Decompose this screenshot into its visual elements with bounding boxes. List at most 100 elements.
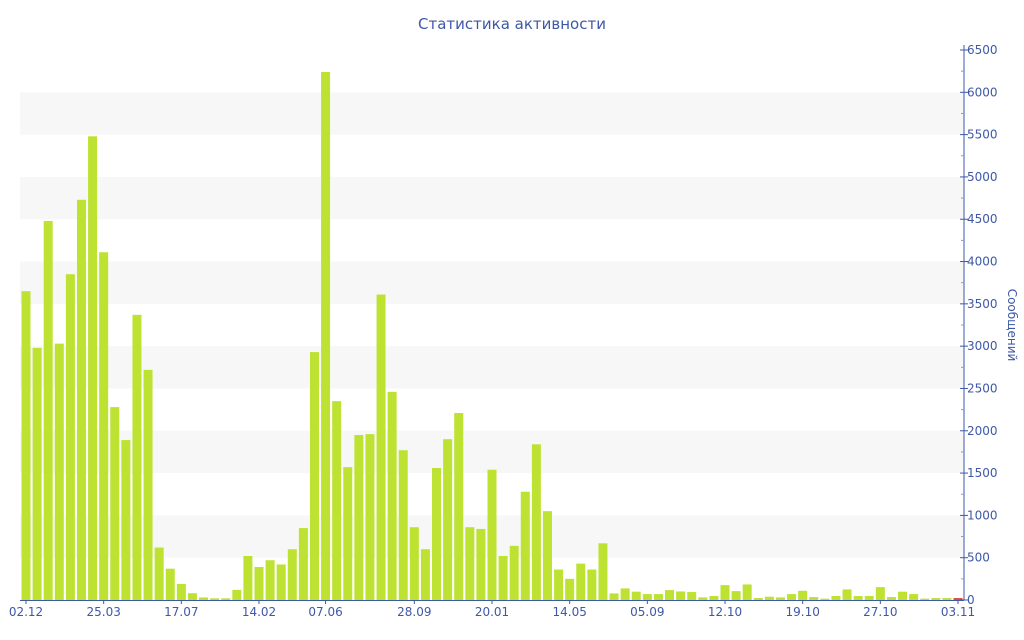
bar <box>332 401 342 600</box>
y-tick-label: 0 <box>967 593 975 607</box>
bar <box>909 594 919 600</box>
bar <box>176 583 186 600</box>
bar <box>287 549 297 600</box>
bar <box>487 469 497 600</box>
bar <box>409 527 419 600</box>
x-tick-label: 02.12 <box>9 605 43 619</box>
bar <box>398 450 408 600</box>
bar <box>376 294 386 600</box>
bar <box>343 467 353 600</box>
bar <box>875 587 885 600</box>
bar <box>88 136 98 601</box>
y-tick-label: 2500 <box>967 381 998 395</box>
x-tick-label: 03.11 <box>941 605 975 619</box>
bar <box>931 598 941 600</box>
y-tick-label: 4500 <box>967 212 998 226</box>
bar <box>165 568 175 600</box>
y-tick-label: 1000 <box>967 508 998 522</box>
bar <box>465 527 475 600</box>
x-tick-label: 25.03 <box>86 605 120 619</box>
y-tick-label: 500 <box>967 551 990 565</box>
bar <box>820 598 830 600</box>
bar <box>753 598 763 600</box>
bar <box>432 468 442 600</box>
x-tick-label: 14.02 <box>242 605 276 619</box>
bar <box>942 598 952 600</box>
grid-band <box>20 346 964 389</box>
bar <box>898 591 908 600</box>
x-tick-label: 19.10 <box>785 605 819 619</box>
chart-title: Статистика активности <box>418 15 606 33</box>
bar <box>687 592 697 600</box>
bar <box>809 597 819 600</box>
x-tick-label: 17.07 <box>164 605 198 619</box>
bar <box>775 597 785 600</box>
bar <box>742 584 752 600</box>
bar <box>187 593 197 600</box>
bar <box>309 352 319 600</box>
bar <box>32 347 42 600</box>
bar <box>531 444 541 600</box>
grid-band <box>20 176 964 220</box>
bar <box>121 440 131 600</box>
bar <box>387 391 397 600</box>
bar <box>54 343 64 600</box>
bar <box>232 589 242 600</box>
y-tick-label: 3000 <box>967 339 998 353</box>
bar <box>132 314 142 600</box>
y-tick-label: 2000 <box>967 424 998 438</box>
bar <box>76 199 86 600</box>
y-axis: 0 500 1000 1500 2000 2500 3000 3500 4000 4500 5000… <box>960 43 998 607</box>
bar <box>698 597 708 600</box>
bar <box>709 596 719 600</box>
bar <box>676 591 686 600</box>
y-tick-label: 6500 <box>967 43 998 57</box>
bar <box>143 369 153 600</box>
bar <box>631 591 641 600</box>
grid-band <box>20 430 964 474</box>
bar <box>276 564 286 600</box>
bar <box>354 435 364 600</box>
bar <box>520 491 530 600</box>
x-tick-label: 05.09 <box>630 605 664 619</box>
bar <box>842 589 852 600</box>
bar <box>576 563 586 600</box>
bar <box>154 547 164 600</box>
bar <box>598 543 608 600</box>
grid-band <box>20 261 964 304</box>
bar <box>787 594 797 600</box>
x-tick-label: 07.06 <box>308 605 342 619</box>
bar <box>321 72 331 600</box>
y-tick-label: 6000 <box>967 85 998 99</box>
bar <box>476 528 486 600</box>
bar <box>665 590 675 600</box>
bar <box>642 594 652 600</box>
bar <box>764 596 774 600</box>
bar <box>798 590 808 600</box>
bar <box>298 528 308 600</box>
bar <box>110 407 120 600</box>
y-tick-label: 5500 <box>967 128 998 142</box>
bar <box>265 560 275 600</box>
grid-bands <box>20 92 964 558</box>
y-tick-label: 5000 <box>967 170 998 184</box>
bar <box>254 567 264 600</box>
x-tick-label: 12.10 <box>708 605 742 619</box>
bar <box>831 596 841 600</box>
y-tick-label: 4000 <box>967 255 998 269</box>
bar <box>920 598 930 600</box>
bar <box>542 511 552 600</box>
x-tick-label: 28.09 <box>397 605 431 619</box>
bar <box>720 585 730 600</box>
bar <box>587 569 597 600</box>
y-axis-label: Сообщений <box>1005 289 1019 362</box>
bar <box>43 220 53 600</box>
bar <box>886 597 896 600</box>
bar <box>65 274 75 600</box>
bar <box>21 291 31 600</box>
bar <box>210 598 220 600</box>
x-axis: 02.12 25.03 17.07 14.02 07.06 28.09 20.01 14.05… <box>9 600 975 619</box>
bar <box>565 578 575 600</box>
bar <box>731 591 741 600</box>
bar <box>609 593 619 600</box>
